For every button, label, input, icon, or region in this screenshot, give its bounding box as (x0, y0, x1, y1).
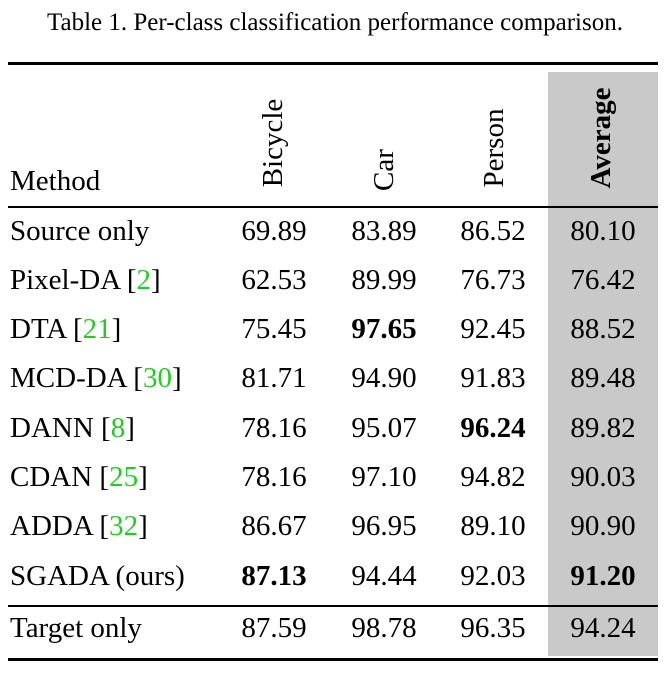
average-value: 91.20 (570, 560, 636, 592)
citation-link[interactable]: 21 (82, 313, 112, 345)
method-name: Source only (10, 215, 150, 247)
average-value: 94.24 (570, 612, 636, 644)
method-cell: DTA [21] (10, 313, 122, 345)
person-value: 76.73 (460, 264, 526, 296)
citation-link[interactable]: 2 (136, 264, 151, 296)
person-value: 94.82 (460, 461, 526, 493)
table-row: DTA [21] 75.45 97.65 92.45 88.52 (0, 305, 670, 354)
average-column-highlight (548, 72, 658, 656)
car-value: 83.89 (351, 215, 417, 247)
car-value: 98.78 (351, 612, 417, 644)
average-value: 88.52 (570, 313, 636, 345)
bicycle-value: 62.53 (241, 264, 307, 296)
header-bicycle: Bicycle (257, 98, 289, 188)
bicycle-value: 87.59 (241, 612, 307, 644)
top-rule (8, 62, 658, 65)
person-value: 96.35 (460, 612, 526, 644)
header-person: Person (478, 108, 510, 188)
average-value: 89.48 (570, 362, 636, 394)
method-cell: Pixel-DA [2] (10, 264, 161, 296)
car-value: 94.44 (351, 560, 417, 592)
person-value: 86.52 (460, 215, 526, 247)
header-average: Average (585, 87, 617, 189)
car-value: 97.65 (351, 313, 417, 345)
table-row: Source only 69.89 83.89 86.52 80.10 (0, 207, 670, 256)
method-name: CDAN (10, 461, 93, 493)
method-name: ADDA (10, 510, 93, 542)
table-caption: Table 1. Per-class classification perfor… (46, 9, 623, 36)
bicycle-value: 86.67 (241, 510, 307, 542)
person-value: 92.45 (460, 313, 526, 345)
citation-link[interactable]: 30 (142, 362, 172, 394)
average-value: 76.42 (570, 264, 636, 296)
target-separator-rule (8, 605, 658, 607)
person-value: 91.83 (460, 362, 526, 394)
header-method: Method (10, 165, 101, 197)
bicycle-value: 78.16 (241, 461, 307, 493)
method-name: DANN (10, 412, 94, 444)
header-rule (8, 206, 658, 208)
bicycle-value: 69.89 (241, 215, 307, 247)
table-row: CDAN [25] 78.16 97.10 94.82 90.03 (0, 453, 670, 502)
header-car: Car (368, 149, 400, 191)
car-value: 97.10 (351, 461, 417, 493)
bottom-rule (8, 658, 658, 661)
average-value: 89.82 (570, 412, 636, 444)
car-value: 96.95 (351, 510, 417, 542)
bicycle-value: 87.13 (241, 560, 307, 592)
bicycle-value: 78.16 (241, 412, 307, 444)
average-value: 90.90 (570, 510, 636, 542)
citation-link[interactable]: 32 (109, 510, 139, 542)
method-name: Pixel-DA (10, 264, 120, 296)
table-row: MCD-DA [30] 81.71 94.90 91.83 89.48 (0, 354, 670, 403)
bicycle-value: 75.45 (241, 313, 307, 345)
table-row: ADDA [32] 86.67 96.95 89.10 90.90 (0, 502, 670, 551)
table-row: Target only 87.59 98.78 96.35 94.24 (0, 604, 670, 653)
car-value: 89.99 (351, 264, 417, 296)
table-row: SGADA (ours) 87.13 94.44 92.03 91.20 (0, 552, 670, 601)
method-cell: SGADA (ours) (10, 552, 185, 601)
method-name: SGADA (ours) (10, 560, 185, 592)
average-value: 80.10 (570, 215, 636, 247)
method-cell: ADDA [32] (10, 510, 148, 542)
table-row: DANN [8] 78.16 95.07 96.24 89.82 (0, 404, 670, 453)
method-cell: Target only (10, 604, 142, 653)
car-value: 95.07 (351, 412, 417, 444)
method-cell: DANN [8] (10, 412, 135, 444)
average-value: 90.03 (570, 461, 636, 493)
table-row: Pixel-DA [2] 62.53 89.99 76.73 76.42 (0, 256, 670, 305)
citation-link[interactable]: 25 (109, 461, 139, 493)
bicycle-value: 81.71 (241, 362, 307, 394)
person-value: 92.03 (460, 560, 526, 592)
method-name: DTA (10, 313, 66, 345)
method-cell: MCD-DA [30] (10, 362, 182, 394)
person-value: 96.24 (460, 412, 526, 444)
car-value: 94.90 (351, 362, 417, 394)
method-cell: CDAN [25] (10, 461, 148, 493)
method-cell: Source only (10, 207, 149, 256)
person-value: 89.10 (460, 510, 526, 542)
method-name: MCD-DA (10, 362, 127, 394)
citation-link[interactable]: 8 (110, 412, 126, 444)
method-name: Target only (10, 612, 142, 644)
